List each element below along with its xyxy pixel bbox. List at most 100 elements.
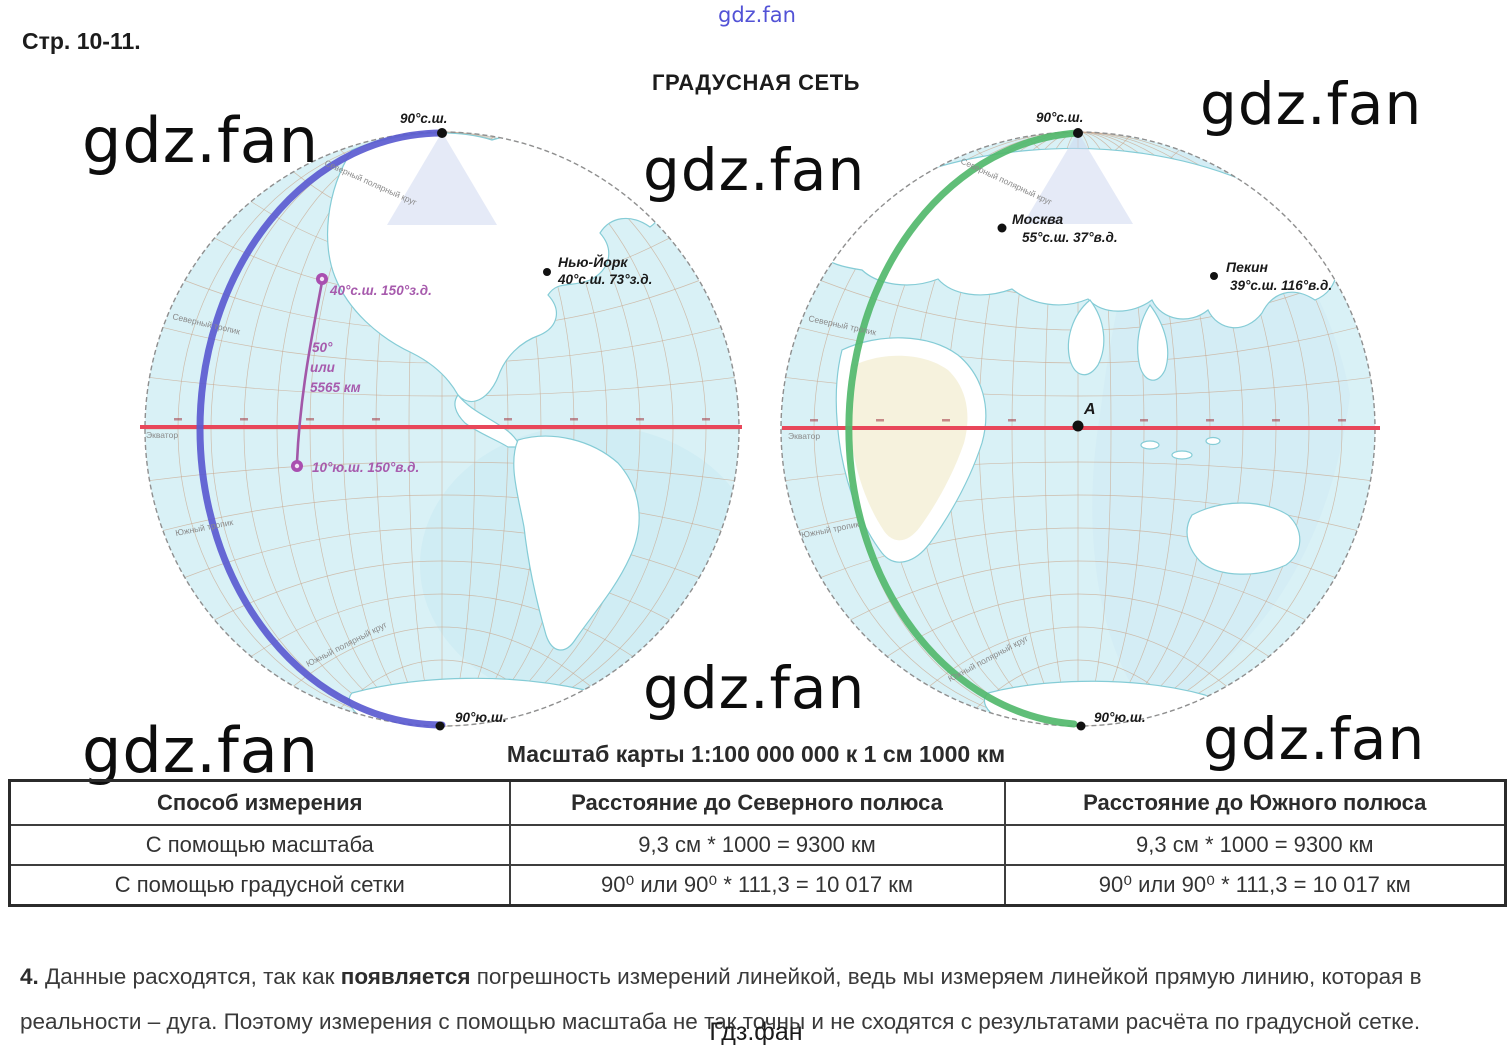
equator-tick: [570, 418, 578, 421]
cell-method-grid: С помощью градусной сетки: [8, 864, 511, 907]
cell-grid-north: 90⁰ или 90⁰ * 111,3 = 10 017 км: [508, 864, 1006, 907]
equator-tick: [942, 419, 950, 422]
highlight-meridian-west: [196, 129, 446, 729]
polar-fan-right: [1023, 132, 1133, 224]
measure-deg-label: 50°: [312, 340, 333, 355]
eurasia-shape: [821, 147, 1338, 329]
equator-tick: [1272, 419, 1280, 422]
equator-tick: [1140, 419, 1148, 422]
equator-tick: [504, 418, 512, 421]
equator-tick: [174, 418, 182, 421]
greenland-shape: [558, 132, 635, 168]
graticule-line: [850, 560, 1306, 621]
equator-tick: [1008, 419, 1016, 422]
equator-tick: [372, 418, 380, 421]
table-header-row: Способ измерения Расстояние до Северного…: [8, 779, 1507, 826]
graticule-line: [162, 494, 722, 531]
watermark: gdz.fan: [643, 136, 866, 204]
south-pole-dot-west: [435, 721, 445, 731]
answer-text-pre: Данные расходятся, так как: [38, 963, 341, 989]
answer-number: 4.: [20, 963, 39, 989]
equator-tick-marks: [174, 418, 1346, 422]
measure-line: [295, 281, 324, 463]
cell-method-scale: С помощью масштаба: [8, 824, 511, 866]
col-header-north-pole: Расстояние до Северного полюса: [508, 779, 1006, 826]
equator-label-west: Экватор: [146, 430, 178, 440]
north-pole-label-west: 90°с.ш.: [400, 111, 447, 126]
equator-label-east: Экватор: [788, 431, 820, 441]
answer-text-post: погрешность измерений линейкой, ведь мы …: [20, 963, 1422, 1034]
island-shape: [1140, 440, 1160, 450]
watermark: gdz.fan: [1200, 70, 1423, 138]
africa-tint: [848, 355, 968, 541]
island-shape: [1205, 436, 1221, 446]
graticule-line: [149, 461, 735, 481]
beijing-dot: [1210, 272, 1218, 280]
measure-point-top-hole: [319, 276, 325, 282]
map-scale-caption: Масштаб карты 1:100 000 000 к 1 см 1000 …: [506, 741, 1006, 767]
new-york-coords: 40°с.ш. 73°з.д.: [557, 272, 652, 287]
moscow-coords: 55°с.ш. 37°в.д.: [1022, 230, 1118, 245]
cell-scale-south: 9,3 см * 1000 = 9300 км: [1003, 824, 1507, 866]
measure-point-bottom-hole: [294, 463, 300, 469]
point-a-label: А: [1083, 401, 1096, 418]
watermark: gdz.fan: [82, 714, 320, 787]
north-pole-label-east: 90°с.ш.: [1036, 110, 1083, 125]
moscow-dot: [997, 223, 1007, 233]
new-york-dot: [543, 268, 551, 276]
se-asia-shape: [1137, 303, 1169, 381]
polar-fan-left: [387, 132, 497, 225]
australia-shape: [1186, 502, 1301, 575]
equator-tick: [1206, 419, 1214, 422]
measure-top-label: 40°с.ш. 150°з.д.: [329, 283, 432, 298]
graticule-line: [293, 626, 591, 687]
col-header-south-pole: Расстояние до Южного полюса: [1003, 779, 1507, 826]
north-pole-dot-west: [437, 128, 447, 138]
new-york-label: Нью-Йорк: [558, 253, 628, 270]
watermark: gdz.fan: [643, 654, 866, 722]
equator-tick: [306, 418, 314, 421]
south-america-shape: [513, 435, 640, 651]
cell-scale-north: 9,3 см * 1000 = 9300 км: [508, 824, 1006, 866]
watermark: gdz.fan: [1203, 705, 1426, 773]
page-reference: Стр. 10-11.: [22, 28, 141, 54]
col-header-method: Способ измерения: [8, 779, 511, 826]
equator-tick: [702, 418, 710, 421]
measurement-table: Способ измерения Расстояние до Северного…: [8, 779, 1507, 907]
measure-or-label: или: [310, 360, 336, 375]
india-shape: [1067, 299, 1105, 376]
page-title: ГРАДУСНАЯ СЕТЬ: [652, 70, 860, 95]
table-row: С помощью градусной сетки 90⁰ или 90⁰ * …: [8, 864, 1507, 907]
equator-tick: [810, 419, 818, 422]
equator-tick: [1338, 419, 1346, 422]
graticule-line: [929, 626, 1227, 687]
equator-tick: [240, 418, 248, 421]
answer-paragraph: 4. Данные расходятся, так как появляется…: [20, 954, 1480, 1044]
measure-bottom-label: 10°ю.ш. 150°в.д.: [312, 460, 419, 475]
hemisphere-maps: 90°с.ш. 90°ю.ш. Нью-Йорк 40°с.ш. 73°з.д.…: [140, 110, 1380, 731]
equator-tick: [876, 419, 884, 422]
cell-grid-south: 90⁰ или 90⁰ * 111,3 = 10 017 км: [1003, 864, 1507, 907]
south-pole-dot-east: [1076, 721, 1086, 731]
table-row: С помощью масштаба 9,3 см * 1000 = 9300 …: [8, 824, 1507, 866]
answer-text-bold: появляется: [340, 963, 471, 989]
moscow-label: Москва: [1012, 211, 1063, 227]
watermark: gdz.fan: [82, 104, 320, 177]
south-pole-label-west: 90°ю.ш.: [455, 710, 507, 725]
north-pole-dot-east: [1073, 128, 1083, 138]
beijing-coords: 39°с.ш. 116°в.д.: [1230, 278, 1332, 293]
point-a-dot: [1072, 420, 1084, 432]
central-america-shape: [454, 394, 521, 448]
graticule-line: [886, 593, 1270, 657]
south-pole-label-east: 90°ю.ш.: [1094, 710, 1146, 725]
island-shape: [1171, 450, 1193, 460]
continents-eastern: [821, 132, 1338, 726]
graticule-line: [149, 377, 735, 397]
highlight-meridian-east: [845, 129, 1082, 728]
equator-tick: [636, 418, 644, 421]
beijing-label: Пекин: [1226, 259, 1269, 275]
site-name: Гдз.фан: [709, 1018, 803, 1046]
watermark-small: gdz.fan: [718, 3, 796, 27]
measure-km-label: 5565 км: [310, 380, 361, 395]
